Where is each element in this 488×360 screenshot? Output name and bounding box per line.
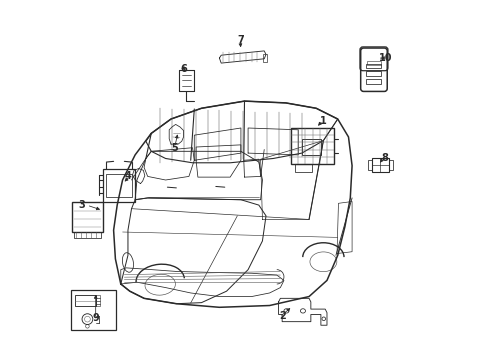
Bar <box>106 174 131 197</box>
Bar <box>366 61 380 65</box>
Bar <box>70 291 116 330</box>
Bar <box>367 160 371 170</box>
Text: 6: 6 <box>180 64 186 74</box>
Text: 1: 1 <box>319 116 326 126</box>
Bar <box>102 169 135 202</box>
Bar <box>301 139 321 155</box>
Bar <box>72 202 102 232</box>
Bar <box>366 64 381 68</box>
Bar <box>388 160 392 170</box>
Bar <box>96 296 100 306</box>
Bar <box>366 71 381 76</box>
Bar <box>371 158 388 172</box>
Bar <box>263 54 267 62</box>
Text: 4: 4 <box>124 171 131 181</box>
Bar <box>74 232 101 238</box>
Bar <box>75 296 96 306</box>
Text: 7: 7 <box>237 35 244 45</box>
Text: 2: 2 <box>278 311 285 321</box>
Text: 10: 10 <box>379 53 392 63</box>
Text: 9: 9 <box>92 313 99 323</box>
Bar <box>294 164 311 172</box>
Bar <box>366 78 381 84</box>
Bar <box>290 128 333 164</box>
Text: 8: 8 <box>380 153 387 163</box>
Text: 3: 3 <box>78 200 84 210</box>
Text: 5: 5 <box>171 143 178 153</box>
